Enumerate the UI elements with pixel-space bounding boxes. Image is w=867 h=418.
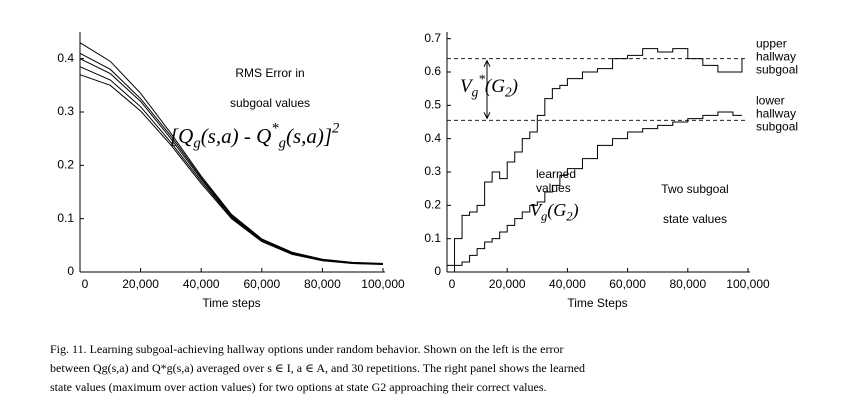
x-tick-label: 80,000 <box>304 277 341 291</box>
caption-line: Fig. 11. Learning subgoal-achieving hall… <box>50 342 563 356</box>
x-axis-label: Time Steps <box>567 296 627 310</box>
y-tick-label: 0.3 <box>57 104 74 118</box>
formula-part: (s,a) - Q <box>201 124 272 148</box>
learned-formula-part: 2 <box>566 209 573 223</box>
gap-label-part: * <box>478 71 485 86</box>
y-tick-label: 0.7 <box>424 31 441 45</box>
series-line <box>79 42 384 264</box>
y-tick-label: 0.3 <box>424 164 441 178</box>
annotation: state values <box>663 212 727 226</box>
x-tick-label: 20,000 <box>122 277 159 291</box>
arrow-head <box>483 59 491 120</box>
x-tick-label: 60,000 <box>609 277 646 291</box>
x-tick-label: 60,000 <box>243 277 280 291</box>
gap-label-part: (G <box>485 76 505 97</box>
y-tick-label: 0.5 <box>424 98 441 112</box>
formula-part: * <box>271 121 279 137</box>
caption-line: between Qg(s,a) and Q*g(s,a) averaged ov… <box>50 361 585 375</box>
annotation: RMS Error in <box>235 66 304 80</box>
x-tick-label: 100,000 <box>361 277 405 291</box>
y-tick-label: 0.4 <box>57 51 74 65</box>
series-line <box>79 52 384 265</box>
y-tick-label: 0.2 <box>424 198 441 212</box>
learned-formula: Vg(G2) <box>530 200 579 223</box>
learned-formula-part: (G <box>547 200 566 221</box>
gap-label-part: V <box>460 76 474 97</box>
y-tick-label: 0.6 <box>424 64 441 78</box>
series-label-line: subgoal <box>756 63 798 77</box>
series-line <box>447 111 742 273</box>
y-tick-label: 0 <box>67 264 74 278</box>
annotation: subgoal values <box>230 96 310 110</box>
learned-formula-part: ) <box>572 200 579 221</box>
x-tick-label: 0 <box>449 277 456 291</box>
series-label-line: lower <box>756 94 788 108</box>
x-tick-label: 40,000 <box>183 277 220 291</box>
learned-label: learned <box>536 167 576 181</box>
series-label-line: upper <box>756 37 790 51</box>
x-tick-label: 20,000 <box>489 277 526 291</box>
x-tick-label: 0 <box>82 277 89 291</box>
series-line <box>79 74 384 266</box>
series-label-line: hallway <box>756 50 799 64</box>
series-label: lower hallway subgoal <box>756 94 799 134</box>
gap-label: Vg*(G2) <box>460 71 518 99</box>
series-line <box>79 58 384 265</box>
series-label: upper hallway subgoal <box>756 37 799 77</box>
formula-part: g <box>193 136 200 152</box>
gap-label-part: g <box>472 85 479 100</box>
formula-part: g <box>279 136 286 152</box>
x-tick-label: 100,000 <box>726 277 770 291</box>
series-label-line: subgoal <box>756 120 798 134</box>
learned-label: values <box>536 181 571 195</box>
y-tick-label: 0.2 <box>57 158 74 172</box>
formula-part: [Q <box>170 124 193 148</box>
y-tick-label: 0.1 <box>424 231 441 245</box>
x-axis-label: Time steps <box>202 296 260 310</box>
formula-part: 2 <box>332 121 340 137</box>
learned-formula-part: g <box>541 209 547 223</box>
gap-label-part: ) <box>511 76 518 97</box>
series-line <box>447 48 743 266</box>
formula-part: (s,a)] <box>286 124 332 148</box>
y-tick-label: 0.4 <box>424 131 441 145</box>
y-tick-label: 0.1 <box>57 211 74 225</box>
y-tick-label: 0 <box>434 264 441 278</box>
formula: [Qg(s,a) - Q*g(s,a)]2 <box>170 121 340 152</box>
learned-formula-part: V <box>530 200 543 220</box>
x-tick-label: 40,000 <box>549 277 586 291</box>
annotation: Two subgoal <box>661 182 728 196</box>
series-label-line: hallway <box>756 107 799 121</box>
x-tick-label: 80,000 <box>669 277 706 291</box>
gap-label-part: 2 <box>505 85 512 100</box>
caption-line: state values (maximum over action values… <box>50 380 547 394</box>
